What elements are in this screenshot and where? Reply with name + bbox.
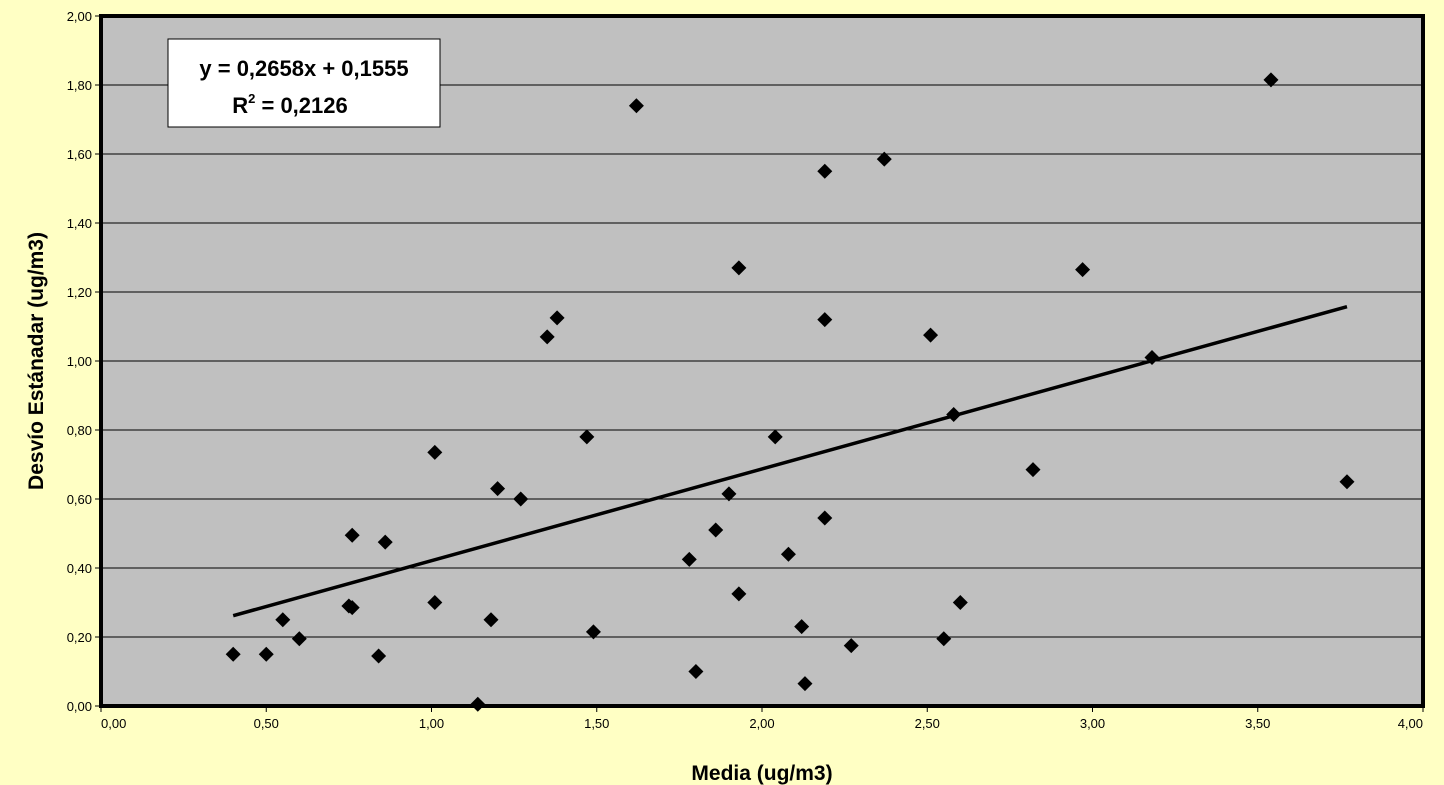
- data-point: [513, 491, 529, 507]
- data-point: [817, 510, 833, 526]
- data-point: [1144, 350, 1160, 366]
- data-point: [952, 595, 968, 610]
- data-point: [817, 163, 833, 179]
- data-point: [344, 527, 360, 543]
- data-point: [291, 631, 307, 647]
- x-tick-label: 3,00: [1080, 716, 1105, 731]
- data-point: [731, 260, 747, 276]
- y-axis-title: Desvío Estánadar (ug/m3): [25, 232, 48, 490]
- trendline-equation: y = 0,2658x + 0,1555: [199, 56, 408, 81]
- data-point: [549, 310, 565, 326]
- data-point: [681, 551, 697, 567]
- y-tick-label: 1,40: [67, 216, 92, 231]
- data-point: [427, 595, 443, 610]
- x-tick-label: 1,00: [419, 716, 444, 731]
- x-axis-title: Media (ug/m3): [691, 762, 832, 785]
- data-point: [427, 444, 443, 460]
- y-tick-label: 0,60: [67, 492, 92, 507]
- data-point: [1263, 72, 1279, 88]
- data-point: [483, 612, 499, 628]
- data-point: [579, 429, 595, 445]
- data-point: [539, 329, 555, 345]
- data-point: [946, 406, 962, 422]
- data-point: [585, 624, 601, 640]
- plot-border: [99, 14, 1425, 708]
- data-point: [731, 586, 747, 602]
- y-axis-tick-labels: 0,00 0,20 0,40 0,60 0,80 1,00 1,20 1,40 1,60 1,80…: [67, 9, 101, 714]
- equation-box: [167, 38, 441, 128]
- data-point: [258, 646, 274, 662]
- y-tick-label: 1,20: [67, 285, 92, 300]
- data-point: [817, 312, 833, 328]
- data-point: [490, 481, 506, 497]
- x-tick-label: 0,50: [254, 716, 279, 731]
- data-point: [344, 600, 360, 616]
- data-point: [797, 676, 813, 692]
- x-tick-label: 1,50: [584, 716, 609, 731]
- data-point: [767, 429, 783, 445]
- x-tick-label: 4,00: [1398, 716, 1423, 731]
- y-tick-label: 1,80: [67, 78, 92, 93]
- r-squared-exponent: 2: [248, 91, 255, 106]
- data-point: [1075, 262, 1091, 278]
- y-tick-label: 1,00: [67, 354, 92, 369]
- y-tick-label: 0,80: [67, 423, 92, 438]
- data-point: [371, 648, 387, 664]
- data-point: [780, 546, 796, 562]
- data-point: [688, 664, 704, 679]
- data-point: [843, 638, 859, 654]
- y-tick-label: 0,20: [67, 630, 92, 645]
- x-tick-label: 3,50: [1245, 716, 1270, 731]
- y-tick-label: 1,60: [67, 147, 92, 162]
- data-point: [721, 486, 737, 502]
- x-tick-label: 2,00: [749, 716, 774, 731]
- x-tick-label: 0,00: [101, 716, 126, 731]
- data-point: [225, 646, 241, 662]
- y-tick-label: 0,00: [67, 699, 92, 714]
- r-squared-label: R2 = 0,2126: [232, 91, 348, 118]
- data-point: [923, 327, 939, 343]
- data-point: [1339, 474, 1355, 490]
- trendline: [232, 304, 1348, 618]
- x-axis-tick-labels: 0,00 0,50 1,00 1,50 2,00 2,50 3,00 3,50 4,00: [100, 706, 1424, 731]
- y-tick-label: 0,40: [67, 561, 92, 576]
- data-point: [275, 612, 291, 628]
- data-points: [225, 72, 1355, 712]
- data-point: [708, 522, 724, 538]
- data-point: [876, 151, 892, 167]
- data-point: [377, 534, 393, 550]
- data-point: [794, 619, 810, 635]
- r-squared-value: = 0,2126: [255, 93, 347, 118]
- r-squared-base: R: [232, 93, 248, 118]
- data-point: [628, 98, 644, 114]
- data-point: [1025, 462, 1041, 478]
- y-tick-label: 2,00: [67, 9, 92, 24]
- x-tick-label: 2,50: [915, 716, 940, 731]
- data-point: [936, 631, 952, 647]
